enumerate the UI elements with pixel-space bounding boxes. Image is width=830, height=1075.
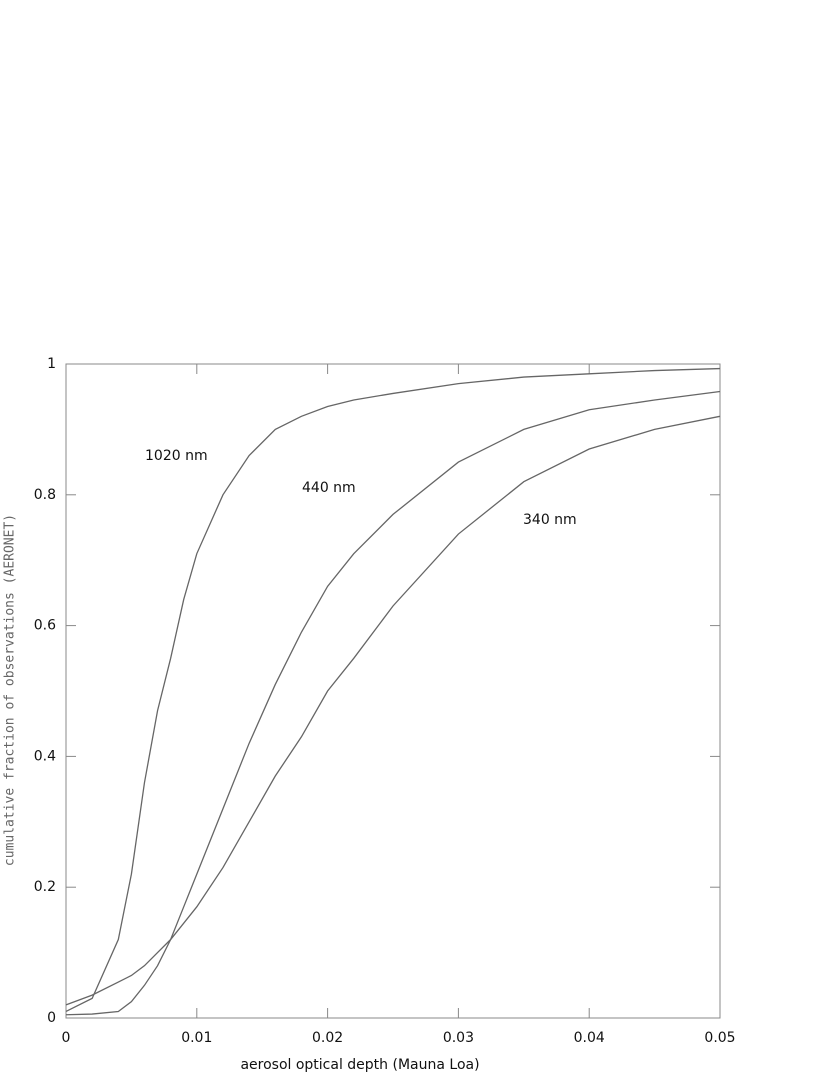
y-tick-label: 0 — [47, 1010, 56, 1026]
series-line — [65, 415, 721, 1006]
y-tick-label: 0.6 — [34, 618, 56, 634]
series-label: 440 nm — [302, 480, 356, 496]
series-label: 1020 nm — [145, 448, 208, 464]
x-tick-label: 0.02 — [312, 1030, 343, 1046]
x-axis-label: aerosol optical depth (Mauna Loa) — [240, 1057, 479, 1073]
y-tick-label: 1 — [47, 356, 56, 372]
series-line — [65, 390, 721, 1016]
x-tick-label: 0.03 — [443, 1030, 474, 1046]
y-tick-label: 0.4 — [34, 748, 56, 764]
plot-frame — [65, 363, 721, 1019]
y-axis-label: cumulative fraction of observations (AER… — [3, 514, 18, 866]
x-tick-label: 0.01 — [181, 1030, 212, 1046]
y-tick-label: 0.8 — [34, 487, 56, 503]
series-line — [65, 367, 721, 1013]
x-tick-label: 0.05 — [704, 1030, 735, 1046]
y-tick-label: 0.2 — [34, 879, 56, 895]
x-tick-label: 0.04 — [574, 1030, 605, 1046]
x-tick-label: 0 — [62, 1030, 71, 1046]
series-label: 340 nm — [523, 512, 577, 528]
